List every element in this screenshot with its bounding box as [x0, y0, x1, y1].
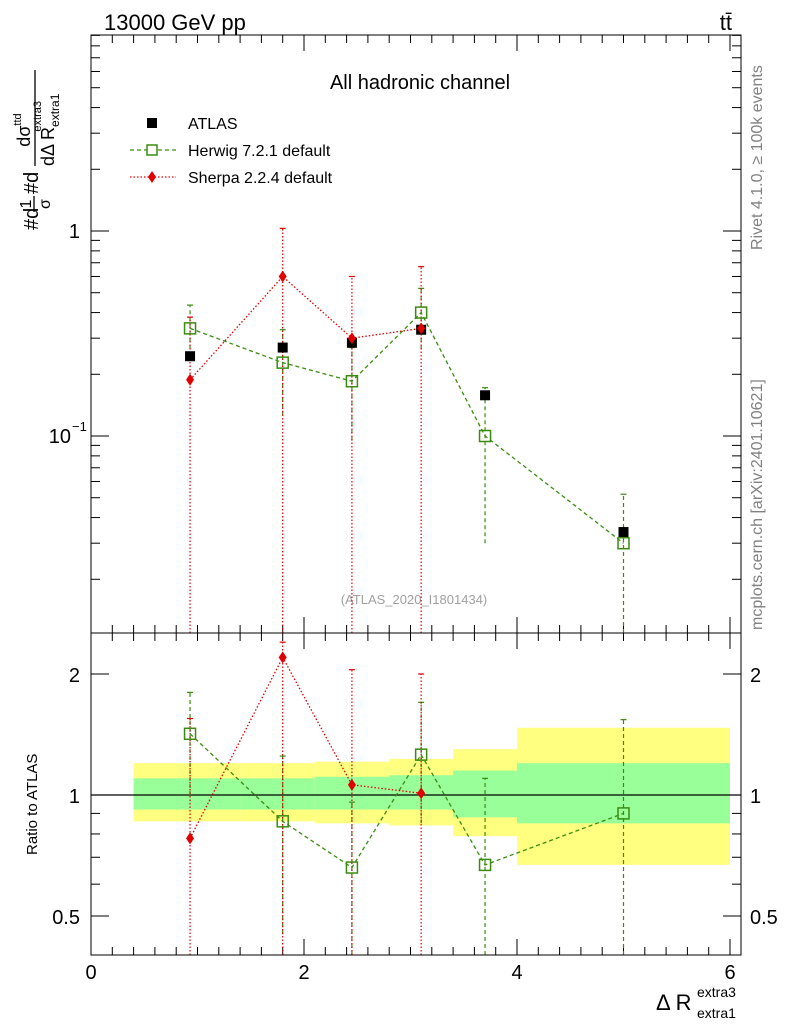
rivet-version-label: Rivet 4.1.0, ≥ 100k events	[749, 65, 766, 250]
svg-text:#d: #d	[21, 172, 43, 194]
ylabel-den: dΔ R	[38, 127, 58, 166]
ratio-plot-panel: Ratio to ATLAS 2 1 0.5 2 1 0.5 0 2 4 6 Δ…	[24, 632, 778, 1021]
ylabel-lead: #d	[21, 208, 43, 230]
ratio-herwig-point	[478, 858, 492, 872]
sherpa-data-point	[278, 270, 287, 283]
ratio-y-tick-label-right-0.5: 0.5	[750, 907, 778, 929]
ratio-plot-frame	[90, 632, 742, 956]
ratio-herwig-point	[414, 748, 428, 761]
x-tick-label-0: 0	[85, 962, 96, 984]
legend-atlas-marker	[147, 118, 157, 128]
x-tick-label-4: 4	[511, 962, 522, 984]
legend-atlas-label: ATLAS	[188, 116, 238, 133]
ratio-y-tick-label-2: 2	[69, 665, 80, 687]
energy-label: 13000 GeV pp	[104, 10, 246, 35]
ratio-sherpa-point	[417, 787, 426, 800]
atlas-data-point	[480, 390, 491, 401]
ylabel-mid: #d	[21, 172, 43, 194]
ylabel-num: dσ	[14, 126, 34, 147]
ratio-band-inner	[133, 778, 241, 810]
ratio-sherpa-point	[347, 778, 356, 791]
legend-sherpa-marker	[148, 171, 156, 183]
ratio-sherpa-line	[189, 655, 422, 839]
atlas-data-point	[277, 342, 288, 353]
svg-text:dΔ Rextra1extra3: dΔ Rextra1 extra3	[32, 93, 62, 166]
y-tick-label-1: 1	[69, 221, 80, 243]
x-tick-label-6: 6	[724, 962, 735, 984]
ratio-herwig-point	[276, 815, 289, 828]
herwig-data-point	[345, 374, 359, 388]
process-label: tt̄	[720, 10, 732, 35]
ylabel-one: 1	[18, 199, 35, 208]
herwig-data-point	[276, 356, 289, 369]
ratio-herwig-point	[617, 807, 630, 820]
x-axis-label: Δ R	[656, 990, 691, 1015]
atlas-data-point	[185, 351, 196, 362]
svg-text:σ: σ	[37, 199, 54, 209]
ratio-y-tick-label-0.5: 0.5	[52, 907, 80, 929]
ratio-sherpa-point	[186, 832, 195, 845]
atlas-data-point	[618, 527, 629, 538]
herwig-data-point	[478, 429, 492, 443]
watermark-label: (ATLAS_2020_I1801434)	[341, 592, 487, 607]
ratio-y-tick-label-1: 1	[69, 786, 80, 808]
y-tick-label-0.1: 10	[49, 426, 71, 448]
ratio-herwig-line	[189, 733, 624, 869]
legend-herwig-marker	[146, 144, 158, 156]
svg-text:#d: #d	[21, 208, 43, 230]
herwig-series-line	[189, 311, 624, 544]
herwig-data-point	[183, 322, 197, 335]
ratio-herwig-point	[183, 727, 197, 741]
legend: ATLAS Herwig 7.2.1 default Sherpa 2.2.4 …	[130, 116, 333, 187]
ratio-y-tick-label-right-2: 2	[750, 665, 761, 687]
sherpa-data-point	[186, 373, 195, 386]
sherpa-data-point	[417, 322, 426, 335]
y-tick-label-0.1-exp: −1	[72, 419, 87, 434]
herwig-data-point	[414, 306, 428, 319]
ratio-band-inner	[240, 778, 315, 810]
ratio-sherpa-point	[278, 651, 287, 664]
ylabel-den-sub: extra1	[48, 93, 62, 127]
ratio-y-tick-label-right-1: 1	[750, 786, 761, 808]
svg-text:1: 1	[18, 199, 35, 208]
ylabel-sigma: σ	[37, 199, 54, 209]
x-axis-label-sup: extra3	[697, 984, 736, 1000]
legend-sherpa-label: Sherpa 2.2.4 default	[188, 170, 333, 187]
x-axis-label-sub: extra1	[697, 1005, 736, 1021]
legend-herwig-label: Herwig 7.2.1 default	[188, 143, 331, 160]
sherpa-series-line	[189, 275, 422, 381]
main-plot-panel: All hadronic channel (ATLAS_2020_I180143…	[12, 34, 742, 634]
mcplots-label: mcplots.cern.ch [arXiv:2401.10621]	[749, 379, 766, 630]
ratio-herwig-point	[345, 861, 359, 874]
ylabel-den-sup: extra3	[32, 101, 44, 132]
sherpa-data-point	[347, 332, 356, 345]
herwig-data-point	[617, 536, 630, 550]
x-tick-label-2: 2	[298, 962, 309, 984]
svg-text:dσttd: dσttd	[12, 113, 34, 146]
chart-title: All hadronic channel	[330, 72, 510, 94]
ylabel-num-sup: ttd	[12, 113, 24, 125]
main-y-axis-label: #d 1 σ #d dσttd dΔ Rextra1 extra3	[12, 70, 62, 230]
ratio-y-axis-label: Ratio to ATLAS	[24, 754, 41, 855]
